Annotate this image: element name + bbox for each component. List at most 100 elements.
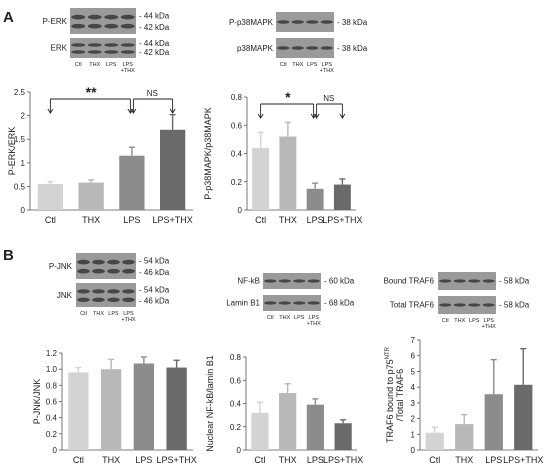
lane-label: THX: [292, 62, 303, 68]
lane-label-line: LPS: [106, 62, 117, 68]
y-tick-label: 1: [411, 430, 416, 439]
blot-traf6-top-membrane: [438, 272, 496, 290]
blot-perk-top-band: [87, 14, 102, 20]
blot-jnk-bottom-band: [77, 297, 90, 302]
y-tick-label: 0: [411, 446, 416, 455]
blot-jnk-top-band: [107, 259, 120, 265]
y-tick-label: 0.6: [46, 398, 58, 407]
bar-jnk-3: [166, 367, 187, 450]
kda-label: - 44 kDa: [139, 11, 170, 20]
blot-traf6-top-band: [468, 279, 481, 283]
blot-row-label: ERK: [51, 43, 68, 52]
blot-perk-bottom-band: [104, 50, 119, 54]
x-tick-label: LPS: [307, 215, 324, 225]
lane-label-line: Ctl: [267, 315, 274, 321]
chart-traf6: 0 1 2 3 4 5 6 7 Ctl THX LPS LPS+THX TRAF6 bound to p…: [385, 336, 543, 465]
lane-label: LPS +THX: [482, 318, 497, 330]
lane-label-line: LPS: [307, 62, 318, 68]
blot-perk-top-band: [104, 23, 119, 29]
x-tick-label: LPS+THX: [503, 455, 543, 465]
blot-row-label: NF-kB: [237, 276, 260, 285]
lane-label: LPS: [294, 315, 305, 321]
blot-row-label: Bound TRAF6: [383, 277, 434, 286]
kda-label: - 54 kDa: [139, 286, 170, 295]
blot-perk-bottom-band: [71, 43, 86, 47]
lane-label-line: THX: [93, 311, 104, 317]
blot-p38-bottom-band: [306, 46, 319, 50]
lane-label: Ctl: [442, 318, 449, 324]
blot-p38-bottom-band: [291, 46, 304, 50]
blot-perk-top-band: [87, 23, 102, 29]
annotation-arrowhead: [257, 113, 264, 119]
blot-jnk-top-band: [92, 268, 105, 274]
blot-jnk-bottom-band: [92, 289, 105, 294]
annotation-arrowhead: [47, 108, 54, 114]
y-tick-label: 1.0: [46, 365, 58, 374]
lane-label-line: LPS: [123, 62, 134, 68]
lane-label: Ctl: [267, 315, 274, 321]
blot-perk-bottom-band: [87, 43, 102, 47]
blot-traf6-top-band: [482, 279, 495, 283]
lane-label: LPS +THX: [121, 62, 136, 74]
blot-perk-bottom-band: [104, 43, 119, 47]
lane-label-line: THX: [89, 62, 100, 68]
lane-label-line: LPS: [309, 315, 320, 321]
x-tick-label: Ctl: [429, 455, 440, 465]
bar-traf6-0: [425, 432, 444, 450]
lane-label: THX: [279, 315, 290, 321]
blot-nfkb-top-membrane: [263, 273, 321, 289]
y-axis-label: P-ERK/ERK: [7, 127, 17, 176]
blot-perk-top-membrane: [70, 8, 136, 34]
y-tick-label: 0.2: [231, 178, 243, 187]
lane-label-line: +THX: [482, 324, 497, 330]
annotation-arrowhead: [130, 108, 137, 114]
lane-label-line: Ctl: [280, 62, 287, 68]
bar-jnk-1: [100, 369, 122, 450]
lane-label: Ctl: [280, 62, 287, 68]
blot-perk-bottom-band: [120, 43, 135, 47]
y-tick-label: 0.5: [14, 182, 26, 191]
blot-p38-bottom-membrane: [276, 38, 334, 58]
y-tick-label: 1.2: [46, 349, 58, 358]
blot-p38-top-band: [277, 20, 290, 24]
y-tick-label: 0: [237, 446, 242, 455]
blot-p38-top-band: [320, 20, 333, 24]
y-tick-label: 7: [411, 336, 416, 345]
x-tick-label: LPS+THX: [322, 215, 362, 225]
y-axis-label: TRAF6 bound to p75NTR/Total TRAF6: [385, 346, 405, 443]
blot-p38-bottom-band: [277, 46, 290, 50]
blot-p38: P-p38MAPK p38MAPK - 38 kDa - 38 kDa Ctl THX LP…: [229, 12, 368, 74]
x-tick-label: THX: [102, 455, 120, 465]
blot-perk-bottom-band: [87, 50, 102, 54]
blot-perk-top-band: [120, 23, 135, 29]
blot-jnk-bottom-band: [122, 289, 135, 294]
kda-label: - 46 kDa: [139, 268, 170, 277]
lane-label-line: +THX: [320, 68, 335, 74]
x-tick-label: LPS+THX: [323, 455, 363, 465]
annotation-arrowhead: [339, 113, 346, 119]
kda-label: - 38 kDa: [337, 44, 368, 53]
lane-label: LPS +THX: [307, 315, 322, 327]
blot-jnk-bottom-band: [77, 289, 90, 294]
lane-label-line: THX: [279, 315, 290, 321]
bar-nfkb-1: [279, 393, 297, 450]
blot-jnk-bottom-band: [92, 297, 105, 302]
y-tick-label: 0.4: [230, 400, 242, 409]
x-tick-label: Ctl: [255, 215, 266, 225]
blot-jnk-top-membrane: [76, 253, 136, 279]
x-tick-label: Ctl: [254, 455, 265, 465]
y-tick-label: 0.4: [46, 414, 58, 423]
bar-nfkb-0: [251, 412, 269, 450]
blot-traf6-top-band: [439, 279, 452, 283]
blot-nfkb-bottom-band: [307, 301, 320, 305]
bar-erk-3: [159, 129, 186, 210]
bar-traf6-3: [514, 384, 533, 450]
y-axis-label: P-JNK/JNK: [32, 379, 42, 425]
blot-row-label: Lamin B1: [226, 298, 260, 307]
